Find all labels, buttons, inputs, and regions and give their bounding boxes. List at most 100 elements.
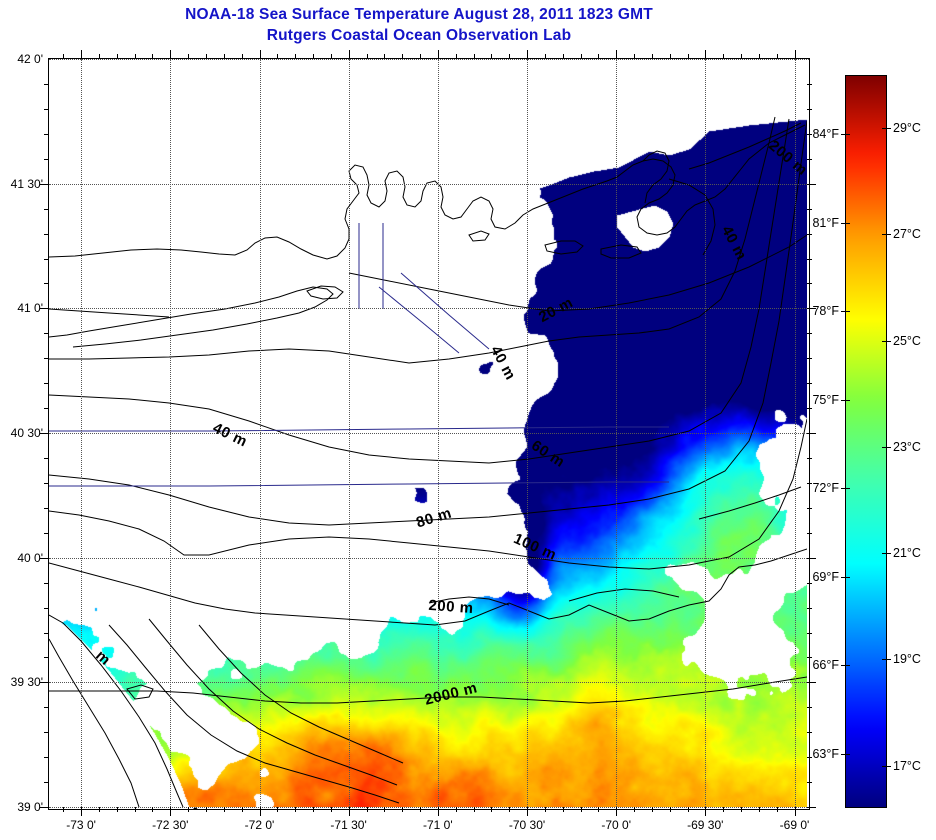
axis-label-lat-left-2: 41 0' (17, 301, 43, 316)
tick-lat-left (44, 757, 49, 759)
tick-lat-right (807, 258, 812, 260)
tick-lat-right (807, 732, 812, 734)
tick-lon-top (473, 54, 475, 59)
tick-lat-right (807, 333, 812, 335)
tick-lon-bottom (741, 807, 742, 812)
tick-lat-left (44, 657, 49, 659)
tick-lat-right (807, 233, 812, 235)
tick-lat-right (807, 682, 816, 684)
tick-lat-right (807, 782, 812, 784)
colorbar-label-fahrenheit-3: 75°F (812, 392, 839, 407)
tick-lon-top (794, 50, 796, 59)
gridline-lat-0 (49, 59, 809, 60)
tick-lat-right (807, 433, 816, 434)
axis-label-lon-1: -72 30' (152, 818, 189, 832)
tick-lat-right (807, 83, 812, 85)
tick-lon-bottom (81, 807, 83, 816)
tick-lat-right (807, 707, 812, 709)
gridline-lat-6 (49, 807, 809, 808)
tick-lon-top (527, 50, 528, 59)
tick-lat-left (44, 258, 49, 260)
tick-lat-left (44, 408, 49, 410)
tick-lon-bottom (206, 807, 207, 812)
axis-label-lat-left-1: 41 30' (10, 176, 43, 191)
tick-lon-bottom (544, 807, 546, 812)
axis-label-lat-left-6: 39 0' (17, 800, 43, 814)
tick-lon-bottom (348, 807, 350, 816)
colorbar-tick-c-4 (882, 553, 891, 554)
gridline-lat-4 (49, 557, 809, 559)
tick-lon-top (420, 54, 421, 59)
tick-lat-right (807, 507, 812, 509)
tick-lon-top (330, 54, 332, 59)
tick-lon-bottom (170, 807, 172, 816)
tick-lon-top (384, 54, 386, 59)
axis-label-lat-left-0: 42 0' (17, 52, 43, 66)
tick-lat-right (807, 757, 812, 759)
tick-lat-left (44, 233, 49, 235)
tick-lon-bottom (562, 807, 564, 812)
tick-lon-top (580, 54, 582, 59)
tick-lon-bottom (776, 807, 778, 812)
tick-lat-left (44, 158, 49, 160)
tick-lat-left (40, 433, 49, 434)
colorbar-label-fahrenheit-4: 72°F (812, 481, 839, 496)
tick-lon-top (295, 54, 297, 59)
tick-lon-top (651, 54, 653, 59)
tick-lon-top (776, 54, 778, 59)
tick-lon-top (705, 50, 707, 59)
axis-label-lat-left-3: 40 30' (10, 426, 43, 440)
tick-lat-left (44, 108, 49, 110)
colorbar-tick-f-5 (841, 576, 850, 578)
tick-lat-left (44, 383, 49, 385)
colorbar-label-celsius-0: 29°C (893, 121, 921, 136)
tick-lon-bottom (509, 807, 511, 812)
tick-lat-left (44, 532, 49, 534)
tick-lon-bottom (687, 807, 689, 812)
colorbar-tick-c-6 (882, 765, 891, 767)
tick-lon-top (81, 50, 83, 59)
colorbar-label-fahrenheit-6: 66°F (812, 658, 839, 673)
colorbar-gradient (845, 75, 887, 808)
tick-lon-bottom (580, 807, 582, 812)
colorbar-label-fahrenheit-7: 63°F (812, 746, 839, 761)
gridline-lat-2 (49, 308, 809, 310)
colorbar-tick-c-0 (882, 128, 891, 130)
tick-lon-bottom (241, 807, 243, 812)
tick-lon-top (366, 54, 368, 59)
tick-lat-left (44, 607, 49, 609)
colorbar-tick-f-4 (841, 488, 850, 490)
tick-lat-left (44, 582, 49, 584)
gridline-lat-3 (49, 433, 809, 434)
tick-lon-top (348, 50, 350, 59)
colorbar-tick-f-1 (841, 222, 850, 224)
colorbar-tick-c-3 (882, 446, 891, 448)
colorbar-label-celsius-1: 27°C (893, 227, 921, 242)
tick-lat-left (40, 557, 49, 559)
tick-lat-right (807, 283, 812, 285)
tick-lon-top (544, 54, 546, 59)
tick-lon-bottom (705, 807, 707, 816)
tick-lon-top (669, 54, 671, 59)
tick-lon-top (741, 54, 742, 59)
tick-lat-right (807, 532, 812, 534)
axis-label-lat-left-4: 40 0' (17, 550, 43, 565)
gridline-lon-7 (705, 59, 707, 809)
gridline-lat-5 (49, 682, 809, 684)
tick-lon-bottom (366, 807, 368, 812)
tick-lat-right (807, 308, 816, 310)
tick-lat-left (44, 333, 49, 335)
temperature-colorbar[interactable] (845, 75, 887, 808)
tick-lon-bottom (63, 807, 65, 812)
tick-lon-top (223, 54, 225, 59)
tick-lon-bottom (98, 807, 100, 812)
tick-lat-right (807, 807, 816, 808)
tick-lat-right (807, 383, 812, 385)
colorbar-label-celsius-5: 19°C (893, 652, 921, 667)
tick-lon-top (206, 54, 207, 59)
tick-lon-top (170, 50, 172, 59)
colorbar-tick-c-5 (882, 659, 891, 661)
colorbar-tick-f-7 (841, 753, 850, 755)
